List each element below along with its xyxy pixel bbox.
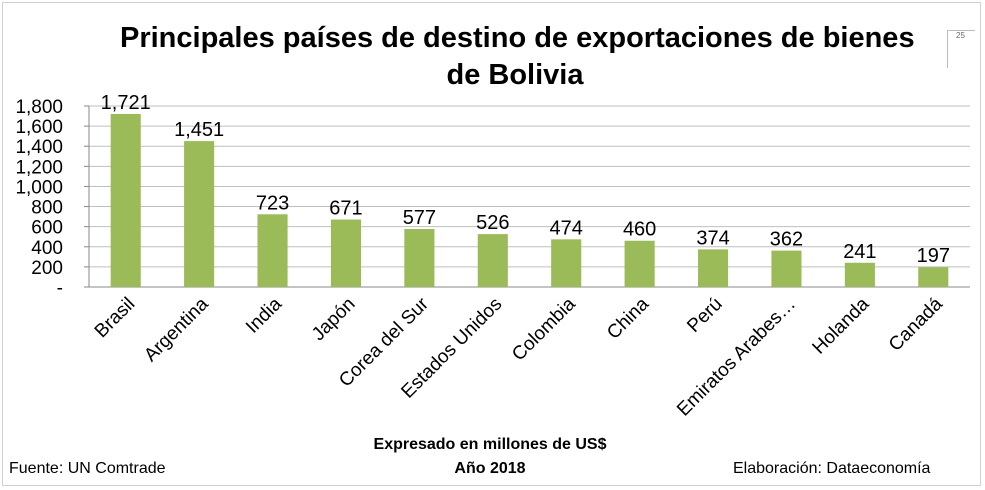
chart-title: Principales países de destino de exporta… [120,20,915,94]
bar [404,228,435,287]
bar [697,249,729,287]
y-tick-label: 400 [31,238,63,259]
x-tick-label: Japón [308,294,359,345]
y-tick-label: - [57,278,63,299]
bar [844,262,875,287]
bar [771,250,802,287]
bar [551,239,582,287]
y-tick-label: 800 [31,198,63,219]
data-label: 1,721 [101,92,151,114]
data-label: 197 [917,245,950,267]
bar [624,240,655,287]
y-tick-label: 1,000 [15,177,63,198]
bar [184,141,215,287]
year-note: Año 2018 [454,460,526,477]
data-label: 526 [476,212,509,234]
x-tick-label: India [242,293,286,337]
x-tick-label: Argentina [140,293,213,366]
chart-title-line-2: de Bolivia [446,59,584,91]
data-label: 362 [770,229,803,251]
data-label: 1,451 [174,119,224,141]
x-tick-label: Perú [683,294,726,337]
y-tick-label: 600 [31,218,63,239]
y-tick-label: 1,800 [15,97,63,118]
bar [257,214,288,287]
x-tick-label: China [603,293,653,343]
x-tick-label: Canadá [885,293,947,355]
data-label: 241 [843,241,876,263]
x-tick-label: Holanda [809,293,874,358]
bars [110,113,949,288]
chart-title-line-1: Principales países de destino de exporta… [120,22,915,54]
y-tick-label: 1,200 [15,157,63,178]
credit-note: Elaboración: Dataeconomía [733,460,931,477]
grid-lines [89,105,970,288]
y-tick-label: 1,600 [15,117,63,138]
bar [330,219,362,287]
source-note: Fuente: UN Comtrade [9,460,166,477]
corner-mark: 25 [947,30,975,68]
y-tick-label: 1,400 [15,137,63,158]
data-label: 374 [696,227,729,249]
data-label: 577 [403,207,436,229]
x-tick-label: Colombia [508,293,580,365]
data-labels: 1,721 1,451 723 671 577 526 474 460 374 362 241 197 [101,92,950,267]
data-label: 474 [550,217,583,239]
bar [477,234,508,287]
data-label: 723 [256,192,289,214]
unit-note: Expresado en millones de US$ [373,436,607,453]
y-tick-label: 200 [31,258,63,279]
data-label: 460 [623,219,656,241]
data-label: 671 [329,198,362,220]
bar [918,267,949,287]
bar [110,113,141,288]
x-tick-label: Brasil [91,294,139,342]
